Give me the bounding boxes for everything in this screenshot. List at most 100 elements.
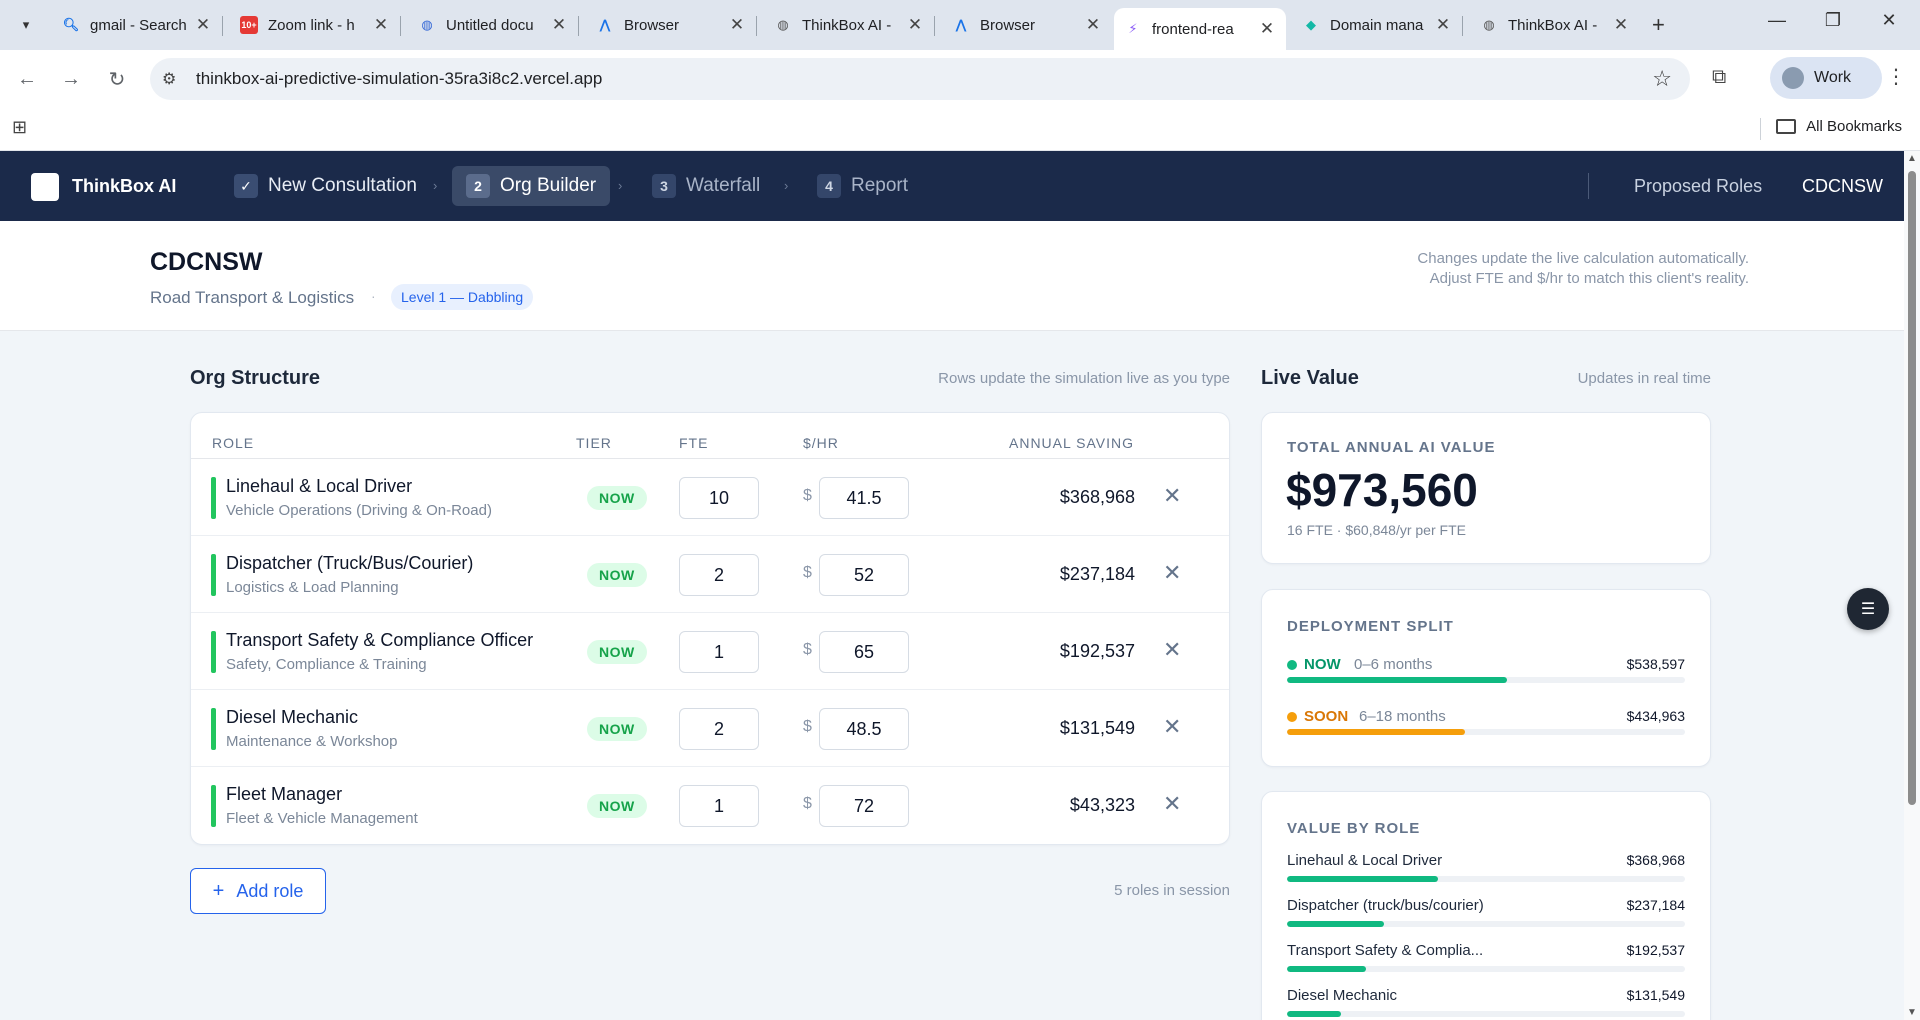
- browser-menu-icon[interactable]: ⋮: [1886, 66, 1906, 88]
- bookmark-star-icon[interactable]: ☆: [1652, 66, 1672, 91]
- brand-logo: [31, 173, 59, 201]
- remove-role-icon[interactable]: ✕: [1163, 714, 1182, 739]
- step-new-consultation[interactable]: ✓ New Consultation: [220, 166, 431, 206]
- table-row: Diesel Mechanic Maintenance & Workshop NOW…: [191, 690, 1229, 767]
- client-link[interactable]: CDCNSW: [1802, 176, 1883, 196]
- browser-toolbar: ← → ↻ ⚙ thinkbox-ai-predictive-simulatio…: [0, 50, 1920, 108]
- annual-saving: $192,537: [1059, 641, 1135, 661]
- browser-tab[interactable]: ◆ Domain mana ✕: [1292, 8, 1462, 42]
- reload-icon[interactable]: ↻: [108, 68, 126, 91]
- hourly-rate-input[interactable]: 48.5: [819, 708, 909, 750]
- tier-indicator-bar: [211, 708, 216, 750]
- close-tab-icon[interactable]: ✕: [1435, 15, 1451, 34]
- remove-role-icon[interactable]: ✕: [1163, 637, 1182, 662]
- industry-label: Road Transport & Logistics: [150, 288, 355, 307]
- tab-search-menu-icon[interactable]: ▾: [22, 17, 30, 32]
- remove-role-icon[interactable]: ✕: [1163, 560, 1182, 585]
- fte-input[interactable]: 10: [679, 477, 759, 519]
- settings-toggle-icon[interactable]: ☰: [1847, 588, 1889, 630]
- role-label: Diesel Mechanic: [1287, 987, 1398, 1004]
- fte-input[interactable]: 2: [679, 708, 759, 750]
- value-by-role-row: Diesel Mechanic $131,549: [1287, 987, 1685, 1020]
- tier-badge[interactable]: NOW: [587, 794, 647, 818]
- currency-symbol: $: [803, 641, 812, 658]
- live-value-note: Updates in real time: [1577, 370, 1711, 387]
- close-tab-icon[interactable]: ✕: [373, 15, 389, 34]
- browser-tab[interactable]: ◍ ThinkBox AI - ✕: [764, 8, 934, 42]
- fte-input[interactable]: 1: [679, 631, 759, 673]
- tier-indicator-bar: [211, 554, 216, 596]
- step-report[interactable]: 4 Report: [803, 166, 922, 206]
- close-window-icon[interactable]: ✕: [1881, 10, 1897, 30]
- close-tab-icon[interactable]: ✕: [1259, 19, 1275, 38]
- forward-icon[interactable]: →: [61, 67, 81, 90]
- close-tab-icon[interactable]: ✕: [1085, 15, 1101, 34]
- split-row-now: NOW 0–6 months $538,597: [1287, 656, 1685, 686]
- page-scrollbar[interactable]: ▲ ▼: [1904, 151, 1920, 1020]
- minimize-icon[interactable]: —: [1768, 10, 1786, 30]
- role-name: Diesel Mechanic: [226, 707, 359, 727]
- remove-role-icon[interactable]: ✕: [1163, 791, 1182, 816]
- close-tab-icon[interactable]: ✕: [1613, 15, 1629, 34]
- fte-input[interactable]: 2: [679, 554, 759, 596]
- role-amount: $237,184: [1626, 897, 1685, 913]
- address-bar[interactable]: ⚙ thinkbox-ai-predictive-simulation-35ra…: [150, 58, 1690, 100]
- col-fte: FTE: [679, 435, 709, 451]
- tier-indicator-bar: [211, 785, 216, 827]
- browser-tab-active[interactable]: ⚡︎ frontend-rea ✕: [1114, 8, 1286, 50]
- step-org-builder[interactable]: 2 Org Builder: [452, 166, 611, 206]
- tier-badge[interactable]: NOW: [587, 640, 647, 664]
- remove-role-icon[interactable]: ✕: [1163, 483, 1182, 508]
- currency-symbol: $: [803, 487, 812, 504]
- browser-tab[interactable]: 10+ Zoom link - h ✕: [240, 15, 389, 34]
- tier-indicator-bar: [211, 477, 216, 519]
- step-waterfall[interactable]: 3 Waterfall: [638, 166, 774, 206]
- split-amount: $434,963: [1626, 708, 1685, 724]
- proposed-roles-link[interactable]: Proposed Roles: [1634, 176, 1763, 196]
- tier-badge[interactable]: NOW: [587, 717, 647, 741]
- profile-button[interactable]: Work: [1770, 57, 1882, 99]
- role-label: Linehaul & Local Driver: [1287, 852, 1443, 869]
- url-text[interactable]: thinkbox-ai-predictive-simulation-35ra3i…: [196, 69, 603, 88]
- browser-tab[interactable]: ◍ ThinkBox AI - ✕: [1470, 8, 1640, 42]
- brand-name[interactable]: ThinkBox AI: [72, 176, 177, 196]
- browser-tab[interactable]: ⋀ Browser ✕: [586, 8, 756, 42]
- a-logo-icon: ⋀: [955, 17, 967, 32]
- org-structure-note: Rows update the simulation live as you t…: [938, 370, 1230, 387]
- role-name: Linehaul & Local Driver: [226, 476, 413, 496]
- split-period: 6–18 months: [1359, 708, 1446, 725]
- browser-tab[interactable]: ◍ Untitled docu ✕: [408, 8, 578, 42]
- apps-grid-icon[interactable]: ⊞: [12, 117, 28, 137]
- hourly-rate-input[interactable]: 65: [819, 631, 909, 673]
- close-tab-icon[interactable]: ✕: [729, 15, 745, 34]
- scrollbar-thumb[interactable]: [1908, 171, 1916, 805]
- annual-saving: $368,968: [1059, 487, 1135, 507]
- browser-tab[interactable]: 🔍︎ gmail - Search ✕: [62, 15, 211, 34]
- extensions-icon[interactable]: ⧉: [1712, 66, 1727, 88]
- back-icon[interactable]: ←: [17, 67, 37, 90]
- restore-icon[interactable]: ❐: [1824, 10, 1842, 30]
- total-value-card: TOTAL ANNUAL AI VALUE $973,560 16 FTE · …: [1261, 412, 1711, 564]
- progress-fill: [1287, 966, 1366, 972]
- annual-saving: $43,323: [1069, 795, 1135, 815]
- close-tab-icon[interactable]: ✕: [195, 15, 211, 34]
- fte-input[interactable]: 1: [679, 785, 759, 827]
- hourly-rate-input[interactable]: 52: [819, 554, 909, 596]
- site-info-icon[interactable]: ⚙: [162, 71, 177, 88]
- table-row: Dispatcher (Truck/Bus/Courier) Logistics …: [191, 536, 1229, 613]
- browser-tab[interactable]: ⋀ Browser ✕: [942, 8, 1112, 42]
- currency-symbol: $: [803, 795, 812, 812]
- col-rate: $/HR: [803, 435, 839, 451]
- hourly-rate-input[interactable]: 41.5: [819, 477, 909, 519]
- tier-badge[interactable]: NOW: [587, 486, 647, 510]
- new-tab-icon[interactable]: +: [1652, 12, 1665, 37]
- hourly-rate-input[interactable]: 72: [819, 785, 909, 827]
- value-by-role-card: VALUE BY ROLE Linehaul & Local Driver $36…: [1261, 791, 1711, 1020]
- all-bookmarks-button[interactable]: All Bookmarks: [1776, 118, 1902, 135]
- close-tab-icon[interactable]: ✕: [551, 15, 567, 34]
- tier-badge[interactable]: NOW: [587, 563, 647, 587]
- role-amount: $368,968: [1626, 852, 1685, 868]
- add-role-button[interactable]: + Add role: [190, 868, 326, 914]
- close-tab-icon[interactable]: ✕: [907, 15, 923, 34]
- page-title: CDCNSW: [150, 248, 263, 276]
